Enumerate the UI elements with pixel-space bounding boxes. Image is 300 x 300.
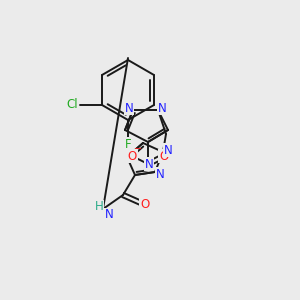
Text: H: H xyxy=(94,200,103,214)
Text: F: F xyxy=(125,137,131,151)
Text: N: N xyxy=(164,143,172,157)
Text: N: N xyxy=(124,101,134,115)
Text: O: O xyxy=(140,197,150,211)
Text: N: N xyxy=(158,101,166,115)
Text: O: O xyxy=(159,149,169,163)
Text: N: N xyxy=(105,208,113,221)
Text: −: − xyxy=(134,144,142,154)
Text: N: N xyxy=(145,158,153,170)
Text: Cl: Cl xyxy=(66,98,78,112)
Text: O: O xyxy=(128,149,136,163)
Text: N: N xyxy=(156,167,164,181)
